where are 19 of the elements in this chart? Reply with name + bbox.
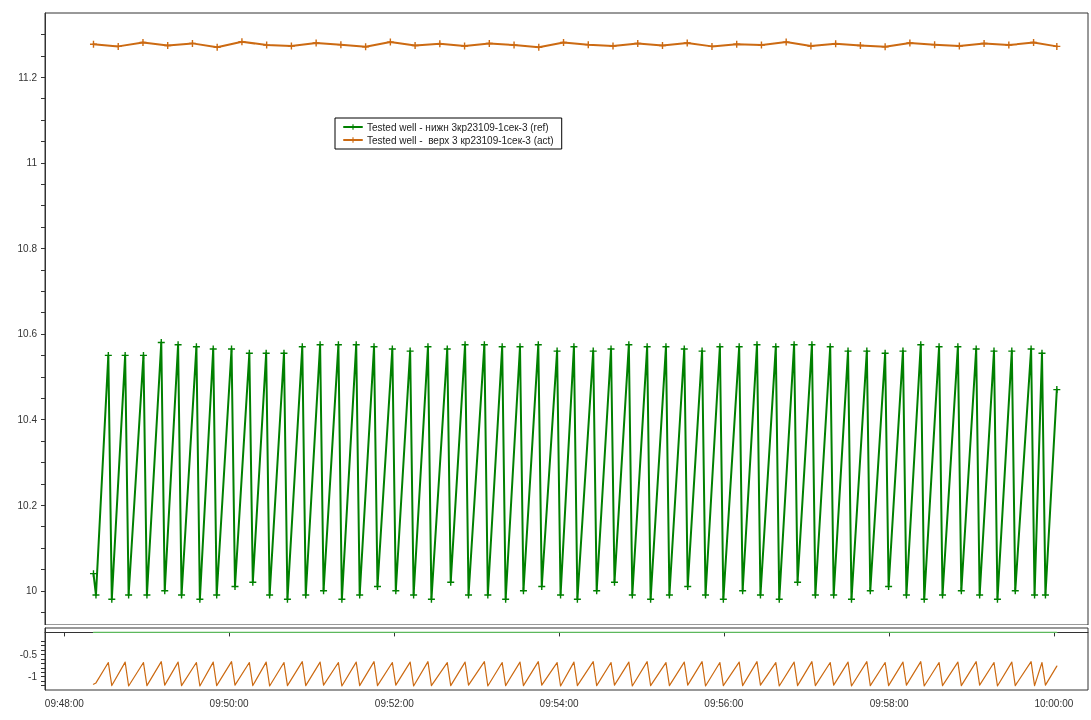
x-tick-label: 09:48:00: [44, 697, 85, 709]
legend-label: Tested well - верх 3 кр23109-1сек-3 (act): [367, 134, 554, 146]
y-tick-label: -0.5: [19, 649, 38, 661]
x-tick-label: 09:58:00: [869, 697, 909, 709]
x-tick-label: 10:00:00: [1034, 697, 1074, 709]
legend-label: Tested well - нижн 3кр23109-1сек-3 (ref): [367, 121, 549, 133]
x-tick-label: 09:50:00: [209, 697, 249, 709]
y-tick-label: 10.6: [17, 328, 38, 340]
x-tick-label: 09:56:00: [704, 697, 744, 709]
y-tick-label: 10.2: [17, 499, 38, 511]
y-tick-label: 10: [25, 585, 38, 597]
y-tick-label: 10.8: [17, 242, 38, 254]
x-tick-label: 09:52:00: [374, 697, 415, 709]
y-tick-label: 11: [26, 157, 38, 169]
line-series: [92, 661, 1058, 687]
y-tick-label: 10.4: [17, 414, 38, 426]
y-tick-label: -1: [28, 671, 38, 683]
x-tick-label: 09:54:00: [539, 697, 579, 709]
y-tick-label: 11.2: [18, 71, 38, 83]
